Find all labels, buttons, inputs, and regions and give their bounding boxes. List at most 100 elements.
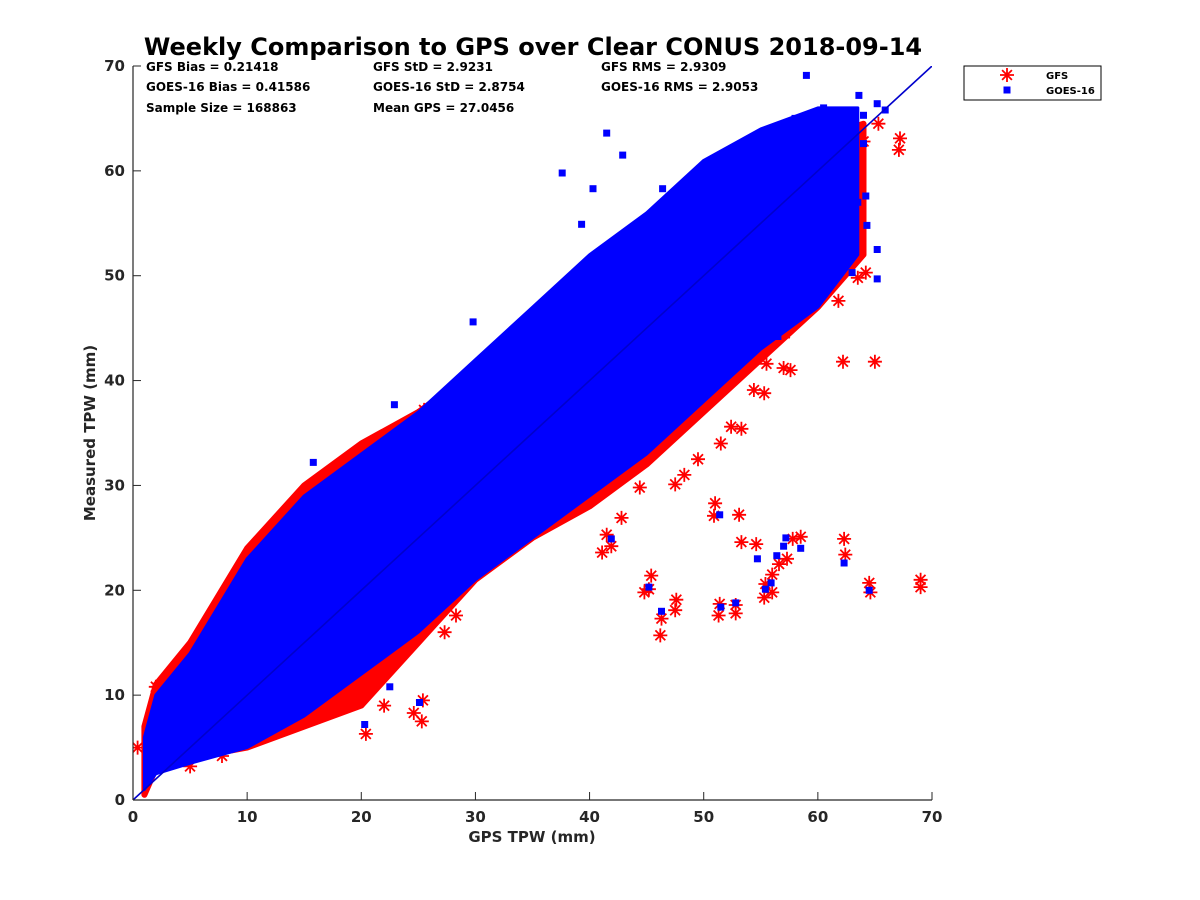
chart-title: Weekly Comparison to GPS over Clear CONU… <box>144 33 922 61</box>
goes16-point <box>873 246 881 253</box>
goes16-point <box>603 129 611 137</box>
gfs-point <box>785 531 800 546</box>
x-tick-label: 20 <box>351 808 372 826</box>
goes16-point <box>863 221 871 229</box>
stat-gfs-rms: GFS RMS = 2.9309 <box>601 60 726 74</box>
gfs-point <box>669 592 684 607</box>
stat-goes-std: GOES-16 StD = 2.8754 <box>373 80 525 94</box>
goes16-point <box>390 401 398 409</box>
gfs-point <box>836 354 850 369</box>
gfs-point <box>691 452 705 467</box>
gfs-point <box>653 628 668 643</box>
gfs-point <box>677 467 692 482</box>
goes16-point <box>753 555 761 563</box>
goes16-point <box>645 583 653 591</box>
goes16-point <box>386 683 394 691</box>
gfs-point <box>348 696 363 711</box>
gfs-point <box>734 535 749 550</box>
y-tick-label: 50 <box>104 267 125 285</box>
goes16-point <box>797 544 805 552</box>
gfs-point <box>850 270 865 285</box>
gfs-point <box>734 421 749 436</box>
gfs-points <box>133 116 928 774</box>
goes16-point <box>782 534 790 542</box>
legend-square-icon <box>1003 86 1011 94</box>
goes16-point <box>440 390 447 398</box>
goes16-point <box>578 220 586 228</box>
goes16-point <box>855 91 863 99</box>
goes16-point <box>659 185 667 193</box>
stats-block: GFS Bias = 0.21418 GFS StD = 2.9231 GFS … <box>146 60 758 115</box>
goes16-point <box>873 100 881 108</box>
gfs-point <box>780 551 794 566</box>
gfs-point <box>304 479 319 494</box>
goes16-point <box>658 607 665 615</box>
goes16-point <box>802 71 810 79</box>
gfs-point <box>668 477 683 492</box>
gfs-point <box>867 354 882 369</box>
gfs-point <box>599 527 614 542</box>
y-tick-label: 0 <box>115 791 125 809</box>
goes16-point <box>717 603 725 611</box>
gfs-point <box>772 557 786 572</box>
gfs-point <box>776 361 791 375</box>
gfs-point <box>644 568 659 583</box>
gfs-point <box>711 608 726 623</box>
x-tick-label: 60 <box>807 808 828 826</box>
gfs-point <box>746 383 761 397</box>
gfs-point <box>871 116 886 131</box>
legend: GFS GOES-16 <box>963 65 1102 101</box>
gfs-point <box>724 419 739 434</box>
goes16-point <box>573 297 581 305</box>
goes16-point <box>860 111 867 119</box>
gfs-point <box>757 590 772 605</box>
gfs-point <box>632 480 647 495</box>
gfs-point <box>614 510 629 525</box>
legend-gfs-marker <box>1000 68 1014 82</box>
goes16-point <box>814 280 822 288</box>
x-tick-label: 70 <box>922 808 943 826</box>
goes16-point <box>791 114 799 122</box>
goes16-point <box>469 318 477 326</box>
gfs-point <box>893 131 907 146</box>
gfs-point <box>837 531 852 546</box>
goes16-point <box>716 511 724 519</box>
legend-box <box>963 65 1102 101</box>
gfs-point <box>604 539 619 554</box>
goes16-point <box>700 167 708 175</box>
gfs-point <box>728 606 743 621</box>
y-axis-label: Measured TPW (mm) <box>81 345 99 521</box>
gfs-point <box>891 142 906 157</box>
x-tick-label: 10 <box>237 808 258 826</box>
goes16-point <box>873 275 881 283</box>
axes-frame <box>132 66 932 801</box>
goes16-point <box>541 360 549 368</box>
legend-asterisk-icon <box>1000 68 1014 82</box>
goes16-point <box>782 314 790 322</box>
gfs-point <box>838 547 853 562</box>
goes16-point <box>862 192 870 200</box>
gfs-point <box>858 265 873 280</box>
gfs-point <box>708 496 723 511</box>
gfs-point <box>759 356 774 371</box>
stat-goes-rms: GOES-16 RMS = 2.9053 <box>601 80 758 94</box>
gfs-point <box>765 567 780 582</box>
goes16-point <box>860 140 867 148</box>
goes16-point <box>763 130 770 138</box>
gfs-point <box>783 363 798 378</box>
gfs-point <box>749 537 764 552</box>
y-tick-label: 20 <box>104 581 125 599</box>
plot-area <box>133 66 932 800</box>
gfs-point <box>148 679 163 694</box>
goes16-point <box>732 599 740 607</box>
goes16-point <box>607 535 615 543</box>
y-tick-label: 40 <box>104 372 125 390</box>
goes16-point <box>416 699 423 706</box>
gfs-point <box>831 293 846 308</box>
goes16-point <box>840 559 848 567</box>
goes16-point <box>767 579 775 587</box>
gfs-point <box>154 677 169 692</box>
goes16-point <box>636 255 644 263</box>
goes16-point <box>773 552 781 560</box>
gfs-point <box>449 608 463 623</box>
